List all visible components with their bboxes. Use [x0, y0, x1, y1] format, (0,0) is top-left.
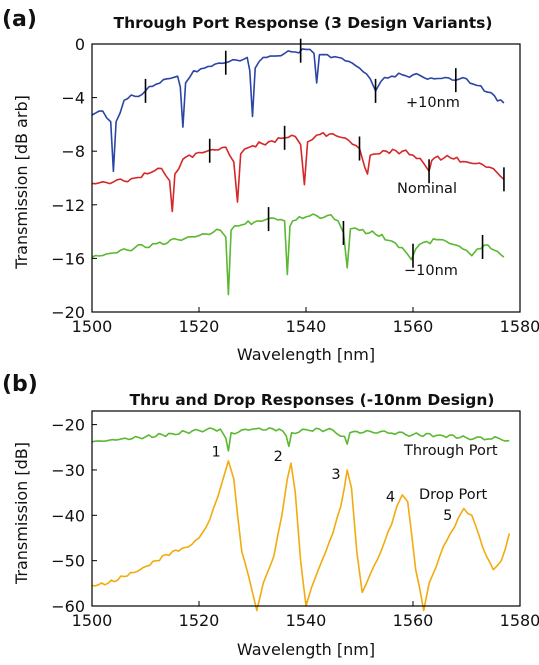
series-line--10nm — [91, 48, 505, 173]
y-tick-label: −16 — [51, 249, 85, 268]
panel-a-axes-frame — [91, 43, 521, 313]
legend-label-through-port: Through Port — [403, 443, 498, 459]
panel-b-label: (b) — [2, 372, 38, 397]
series-line--10nm — [91, 213, 505, 296]
panel-a-label: (a) — [2, 7, 37, 32]
panel-b-axes-frame — [91, 410, 521, 607]
y-tick-label: −20 — [51, 303, 85, 322]
panel-a: (a) Through Port Response (3 Design Vari… — [2, 7, 539, 364]
x-tick-label: 1560 — [393, 317, 434, 336]
y-tick-label: −20 — [51, 416, 85, 435]
panel-b-ylabel: Transmission [dB] — [12, 442, 31, 585]
panel-a-title: Through Port Response (3 Design Variants… — [114, 14, 493, 32]
panel-a-plot-area — [91, 38, 505, 296]
x-tick-label: 1580 — [500, 611, 539, 630]
x-tick-label: 1500 — [72, 317, 113, 336]
x-tick-label: 1540 — [286, 611, 327, 630]
panel-b-plot-area — [91, 427, 511, 612]
y-tick-label: −60 — [51, 597, 85, 616]
panel-b-title: Thru and Drop Responses (-10nm Design) — [130, 391, 495, 409]
panel-a-xlabel: Wavelength [nm] — [237, 345, 375, 364]
panel-b-ticks: 1500 1520 1540 1560 1580 −20 −30 −40 −50 −60 — [51, 416, 539, 630]
x-tick-label: 1540 — [286, 317, 327, 336]
x-tick-label: 1580 — [500, 317, 539, 336]
x-tick-label: 1520 — [179, 317, 220, 336]
peak-label-5: 5 — [443, 508, 452, 524]
peak-label-2: 2 — [274, 449, 283, 465]
panel-b: (b) Thru and Drop Responses (-10nm Desig… — [2, 372, 539, 659]
y-tick-label: −8 — [61, 142, 85, 161]
legend-label-plus10nm: +10nm — [406, 95, 460, 111]
panel-a-ticks: 1500 1520 1540 1560 1580 0 −4 −8 −12 −16 −20 — [51, 35, 539, 336]
peak-label-3: 3 — [331, 467, 340, 483]
x-tick-label: 1520 — [179, 611, 220, 630]
y-tick-label: −30 — [51, 461, 85, 480]
legend-label-nominal: Nominal — [397, 181, 457, 197]
y-tick-label: −50 — [51, 552, 85, 571]
peak-label-4: 4 — [386, 490, 395, 506]
peak-label-1: 1 — [212, 444, 221, 460]
series-line-through-port — [91, 427, 510, 452]
series-line-drop-port — [91, 460, 511, 612]
x-tick-label: 1500 — [72, 611, 113, 630]
series-line-nominal — [91, 131, 505, 213]
y-tick-label: 0 — [75, 35, 85, 54]
legend-label-minus10nm: −10nm — [404, 263, 458, 279]
x-tick-label: 1560 — [393, 611, 434, 630]
legend-label-drop-port: Drop Port — [419, 487, 488, 503]
peak-annotations: 1 2 3 4 5 — [212, 444, 453, 523]
panel-b-xlabel: Wavelength [nm] — [237, 640, 375, 659]
y-tick-label: −40 — [51, 506, 85, 525]
panel-a-ylabel: Transmission [dB arb] — [12, 95, 31, 270]
y-tick-label: −12 — [51, 196, 85, 215]
y-tick-label: −4 — [61, 89, 85, 108]
